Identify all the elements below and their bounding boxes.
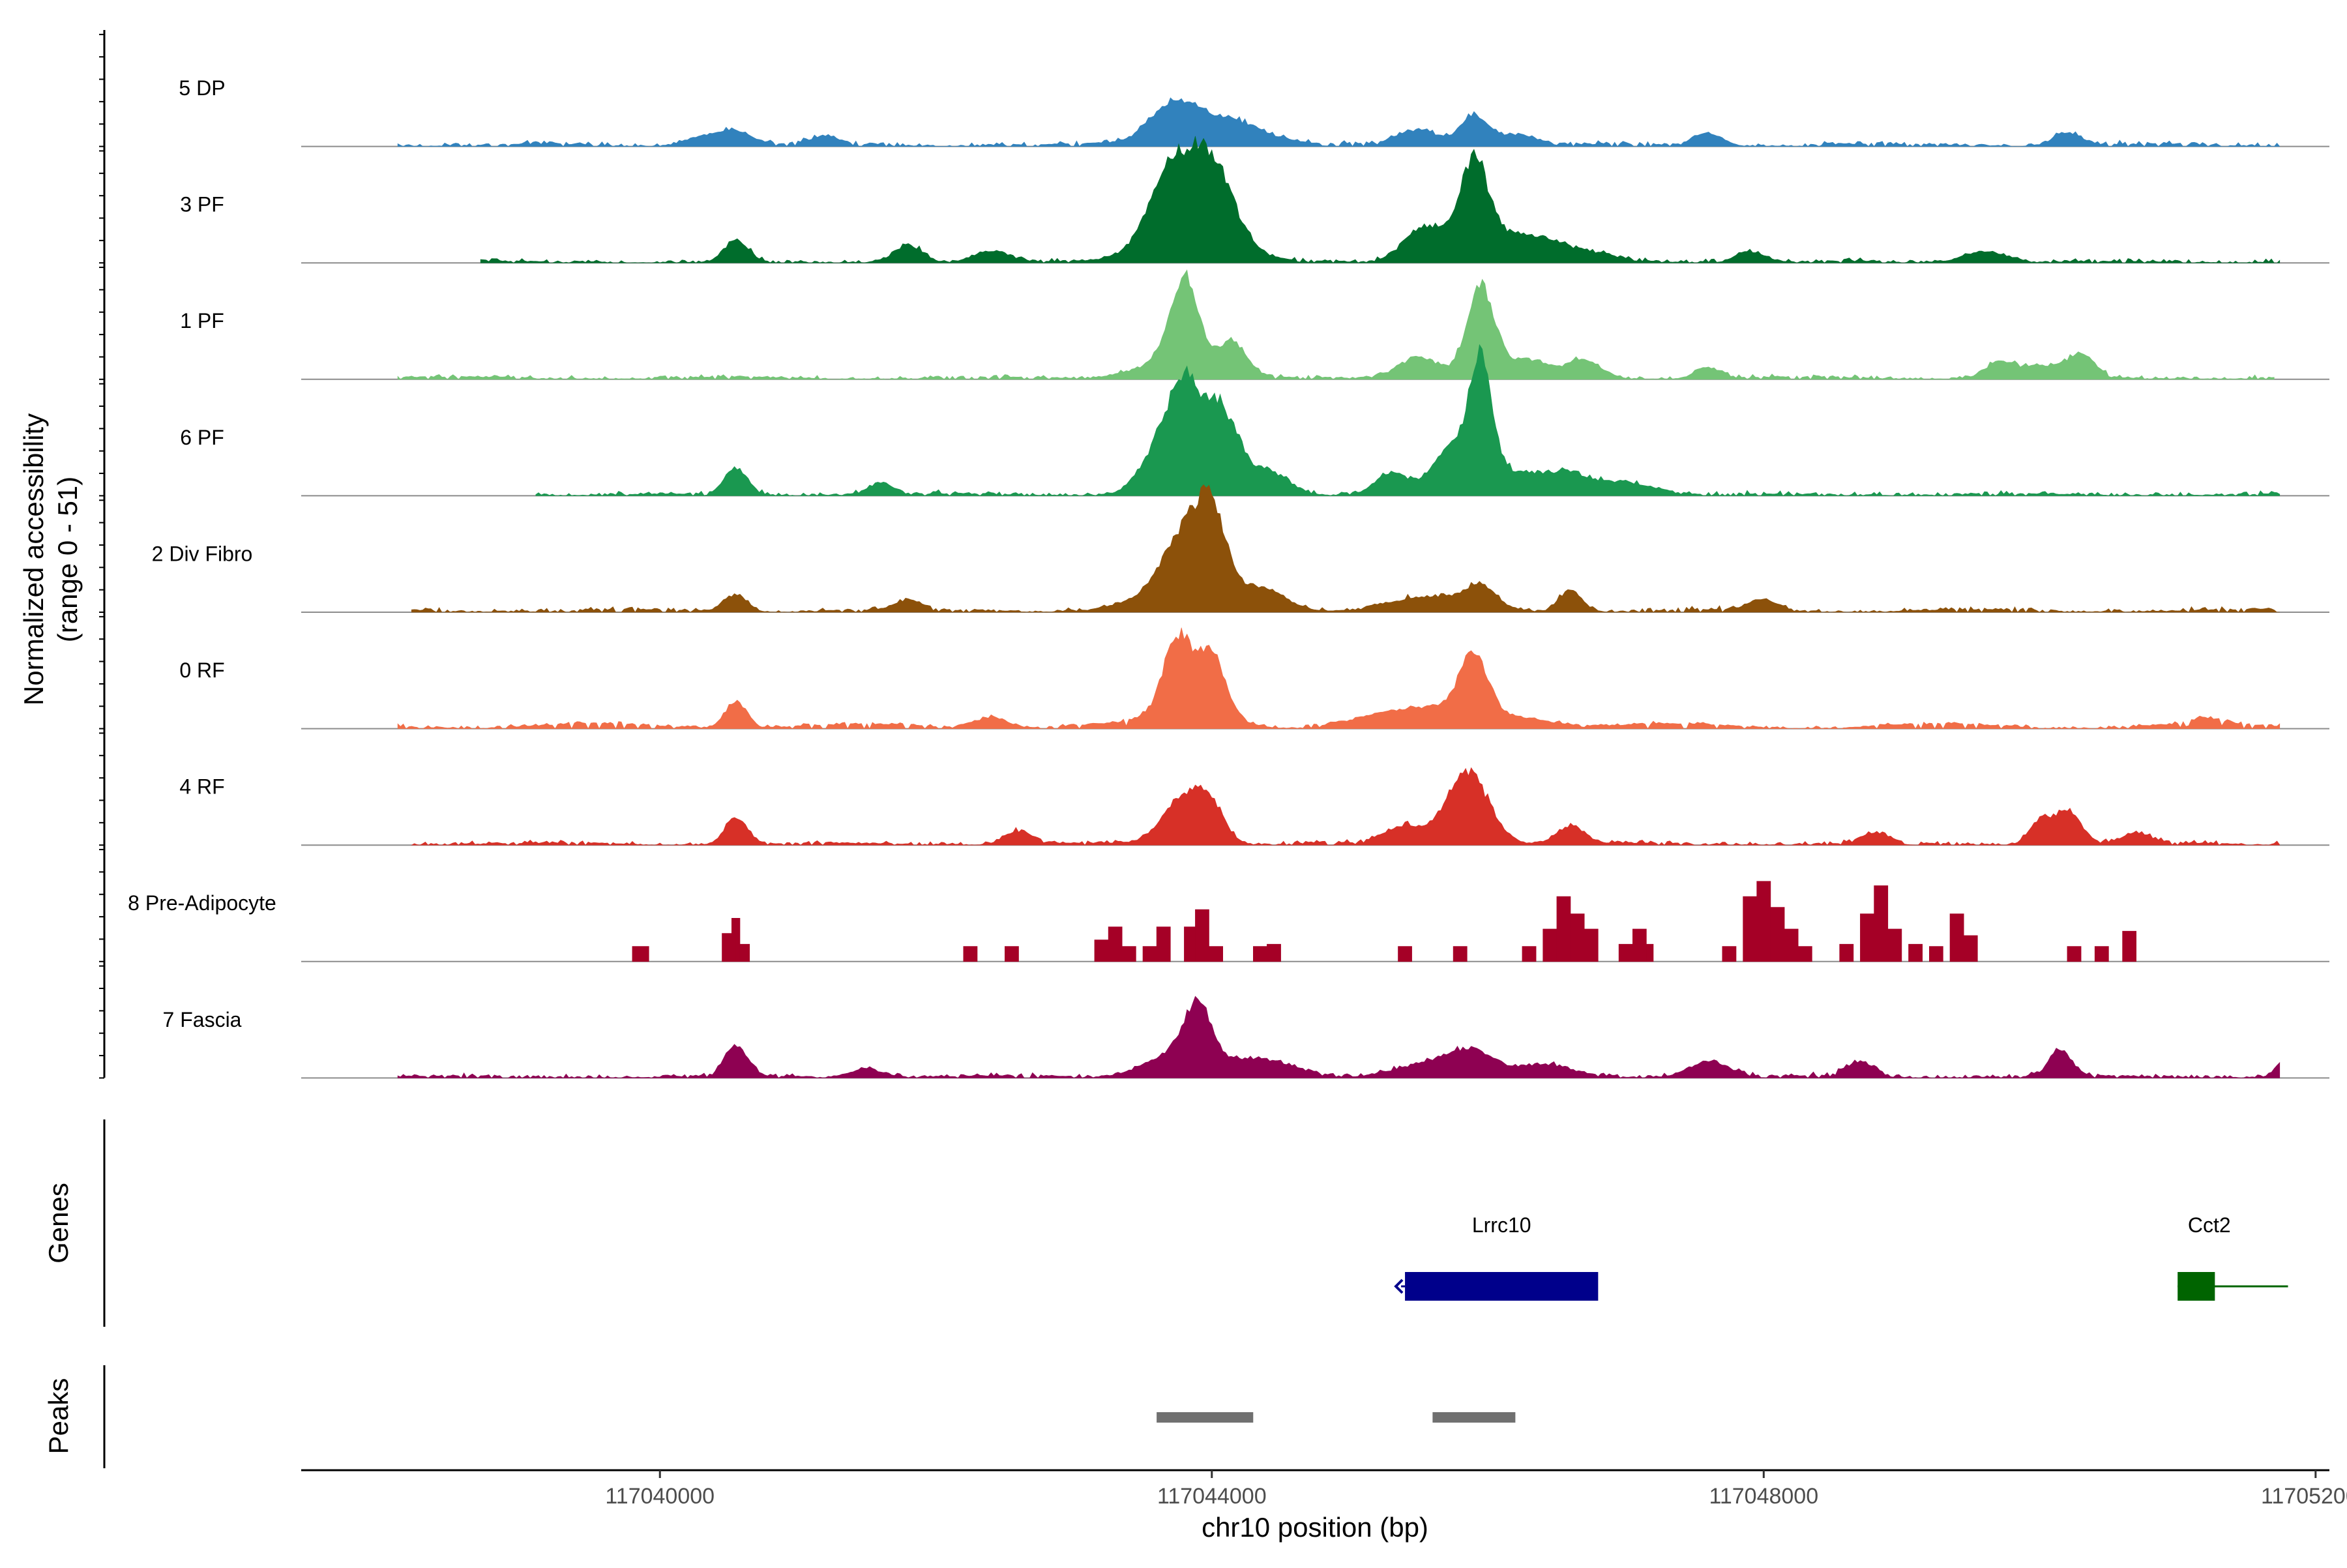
track-8-pre-adipocyte: 8 Pre-Adipocyte — [128, 881, 2329, 962]
track-2-div-fibro: 2 Div Fibro — [152, 484, 2329, 613]
peak-region — [1432, 1412, 1516, 1423]
gene-cct2: Cct2 — [2177, 1213, 2288, 1301]
coverage-area — [397, 269, 2275, 380]
coverage-area — [632, 881, 2136, 962]
track-label: 3 PF — [180, 193, 224, 216]
track-label: 7 Fascia — [163, 1008, 242, 1031]
x-tick-label: 117048000 — [1709, 1484, 1818, 1509]
peaks-track-label: Peaks — [43, 1378, 74, 1455]
coverage-area — [535, 344, 2281, 496]
gene-label: Cct2 — [2188, 1213, 2231, 1237]
coverage-area — [411, 484, 2280, 613]
track-label: 8 Pre-Adipocyte — [128, 891, 276, 915]
track-6-pf: 6 PF — [180, 344, 2329, 497]
gene-exon — [2177, 1272, 2215, 1301]
track-label: 5 DP — [179, 76, 225, 100]
track-label: 2 Div Fibro — [152, 542, 253, 565]
x-tick-label: 117044000 — [1157, 1484, 1267, 1509]
x-axis-ticks: 117040000 117044000 117048000 117052000 — [605, 1470, 2347, 1509]
coverage-area — [397, 996, 2281, 1078]
track-label: 1 PF — [180, 309, 224, 333]
peak-region — [1157, 1412, 1254, 1423]
track-3-pf: 3 PF — [180, 136, 2329, 264]
track-label: 4 RF — [179, 775, 224, 799]
track-1-pf: 1 PF — [180, 269, 2329, 380]
strand-arrow-icon — [1394, 1279, 1404, 1294]
coverage-tracks: 5 DP 3 PF 1 PF 6 PF 2 Div Fibro 0 RF 4 RF 8 Pre… — [128, 76, 2329, 1079]
gene-track: Lrrc10 Cct2 — [1394, 1213, 2288, 1301]
x-tick-label: 117040000 — [605, 1484, 715, 1509]
x-axis-label: chr10 position (bp) — [1202, 1512, 1428, 1543]
genes-track-label: Genes — [43, 1183, 74, 1264]
track-label: 0 RF — [179, 658, 224, 682]
x-tick-label: 117052000 — [2261, 1484, 2347, 1509]
coverage-area — [397, 97, 2281, 147]
coverage-area — [397, 627, 2281, 730]
track-4-rf: 4 RF — [179, 767, 2329, 846]
track-5-dp: 5 DP — [179, 76, 2329, 147]
gene-label: Lrrc10 — [1472, 1213, 1531, 1237]
track-7-fascia: 7 Fascia — [163, 996, 2329, 1079]
y-axis-label-line2: (range 0 - 51) — [52, 477, 83, 642]
y-axis-label-line1: Normalized accessibility — [18, 413, 49, 705]
track-0-rf: 0 RF — [179, 627, 2329, 730]
coverage-y-ticks — [99, 33, 104, 1079]
track-label: 6 PF — [180, 426, 224, 449]
coverage-area — [411, 767, 2281, 846]
coverage-area — [480, 136, 2281, 263]
gene-body — [1405, 1272, 1599, 1301]
gene-lrrc10: Lrrc10 — [1394, 1213, 1599, 1301]
peak-track — [1157, 1412, 1516, 1423]
